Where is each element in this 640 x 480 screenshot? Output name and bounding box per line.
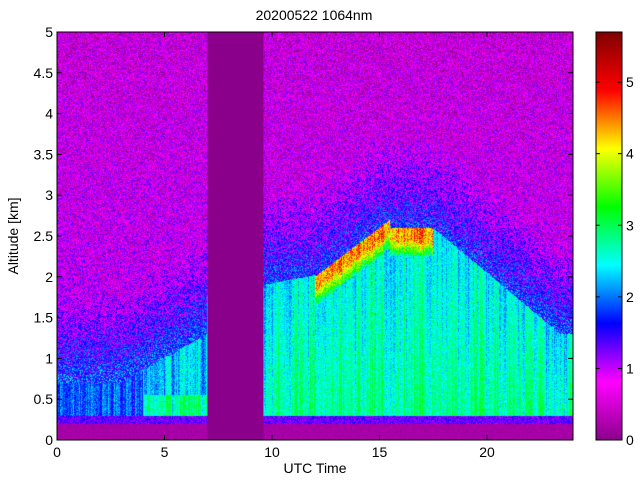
x-axis-title: UTC Time (284, 460, 347, 476)
colorbar-tick-label: 4 (626, 146, 634, 162)
y-tick-label: 0 (45, 432, 53, 448)
y-tick-label: 2 (45, 269, 53, 285)
x-tick-label: 0 (53, 444, 61, 460)
y-tick-label: 1.5 (34, 310, 54, 326)
y-axis: 0 0.5 1 1.5 2 2.5 3 3.5 4 4.5 5 (34, 24, 573, 448)
y-tick-label: 1 (45, 350, 53, 366)
backscatter-heatmap (57, 32, 573, 440)
colorbar-tick-label: 2 (626, 289, 634, 305)
y-tick-label: 3 (45, 187, 53, 203)
colorbar-tick-label: 3 (626, 217, 634, 233)
colorbar (595, 31, 623, 441)
chart-title: 20200522 1064nm (256, 7, 373, 23)
colorbar-tick-label: 1 (626, 360, 634, 376)
x-axis: 0 5 10 15 20 (53, 32, 495, 460)
y-tick-label: 3.5 (34, 146, 54, 162)
colorbar-tick-label: 5 (626, 74, 634, 90)
x-tick-label: 5 (161, 444, 169, 460)
y-tick-label: 4.5 (34, 65, 54, 81)
colorbar-axis: 0 1 2 3 4 5 (596, 74, 634, 448)
colorbar-tick-label: 0 (626, 432, 634, 448)
missing-data-band (207, 32, 264, 440)
x-tick-label: 20 (479, 444, 495, 460)
y-tick-label: 5 (45, 24, 53, 40)
x-tick-label: 15 (372, 444, 388, 460)
y-axis-title: Altitude [km] (5, 197, 21, 274)
y-tick-label: 2.5 (34, 228, 54, 244)
x-tick-label: 10 (264, 444, 280, 460)
y-tick-label: 4 (45, 106, 53, 122)
y-tick-label: 0.5 (34, 391, 54, 407)
